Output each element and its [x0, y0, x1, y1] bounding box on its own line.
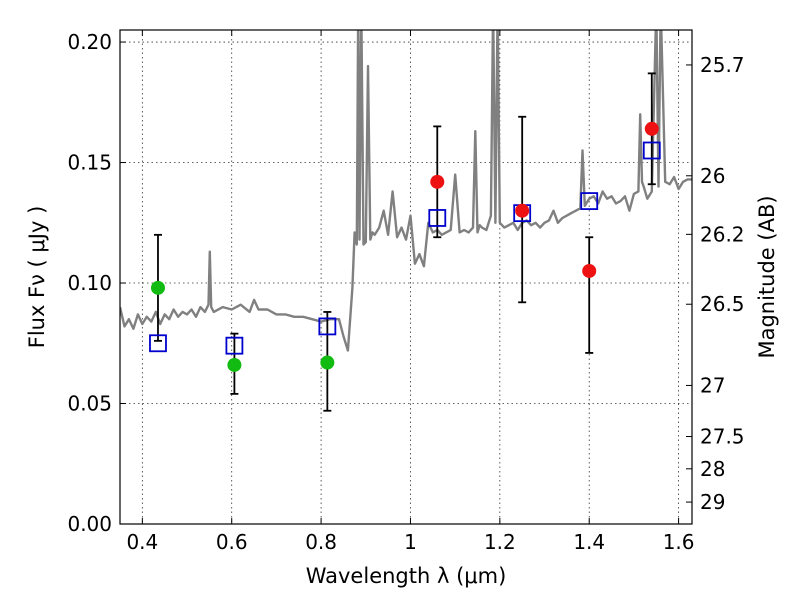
x-axis-label: Wavelength λ (μm) [306, 564, 507, 588]
red-data-point [515, 203, 530, 218]
marker-layer [149, 121, 661, 372]
right-tick-label: 29 [700, 490, 725, 514]
model-square-marker [318, 317, 337, 336]
plot-frame [119, 29, 693, 525]
spectrum-line [120, 30, 692, 352]
y-tick-label: 0.15 [67, 151, 112, 175]
green-data-point [150, 280, 165, 295]
x-tick-label: 1.2 [484, 530, 516, 554]
x-tick-label: 1 [404, 530, 417, 554]
x-tick-label: 0.8 [305, 530, 337, 554]
model-square-marker [225, 336, 244, 355]
model-square-marker [149, 334, 167, 353]
green-data-point [227, 357, 242, 372]
y-tick-label: 0.05 [67, 392, 112, 416]
red-data-point [582, 263, 597, 278]
green-data-point [320, 355, 335, 370]
x-tick-label: 1.4 [573, 530, 605, 554]
right-tick-label: 26.2 [700, 222, 745, 246]
errorbar-layer [153, 72, 656, 412]
model-square-marker [642, 141, 661, 160]
red-data-point [430, 174, 445, 189]
x-tick-label: 0.6 [216, 530, 248, 554]
y-tick-label: 0.20 [67, 30, 112, 54]
right-tick-label: 26.5 [700, 292, 745, 316]
right-tick-label: 25.7 [700, 53, 745, 77]
right-tick-label: 26 [700, 164, 725, 188]
spectrum-layer [120, 30, 692, 352]
right-tick-label: 27.5 [700, 425, 745, 449]
model-square-marker [428, 209, 447, 227]
y-tick-label: 0.00 [67, 512, 112, 536]
right-tick-label: 28 [700, 457, 725, 481]
right-tick-label: 27 [700, 373, 725, 397]
model-square-marker [580, 192, 599, 210]
grid [120, 30, 692, 524]
x-tick-label: 0.4 [126, 530, 158, 554]
axes-layer: 0.4 0.6 0.8 1 1.2 1.4 1.6 0.00 0.05 0.10 0.15 0.20 2… [67, 30, 745, 554]
right-axis-label: Magnitude (AB) [755, 195, 779, 358]
y-tick-label: 0.10 [67, 271, 112, 295]
x-tick-label: 1.6 [663, 530, 695, 554]
y-axis-label: Flux Fν ( μJy ) [25, 206, 49, 349]
red-data-point [644, 121, 659, 136]
